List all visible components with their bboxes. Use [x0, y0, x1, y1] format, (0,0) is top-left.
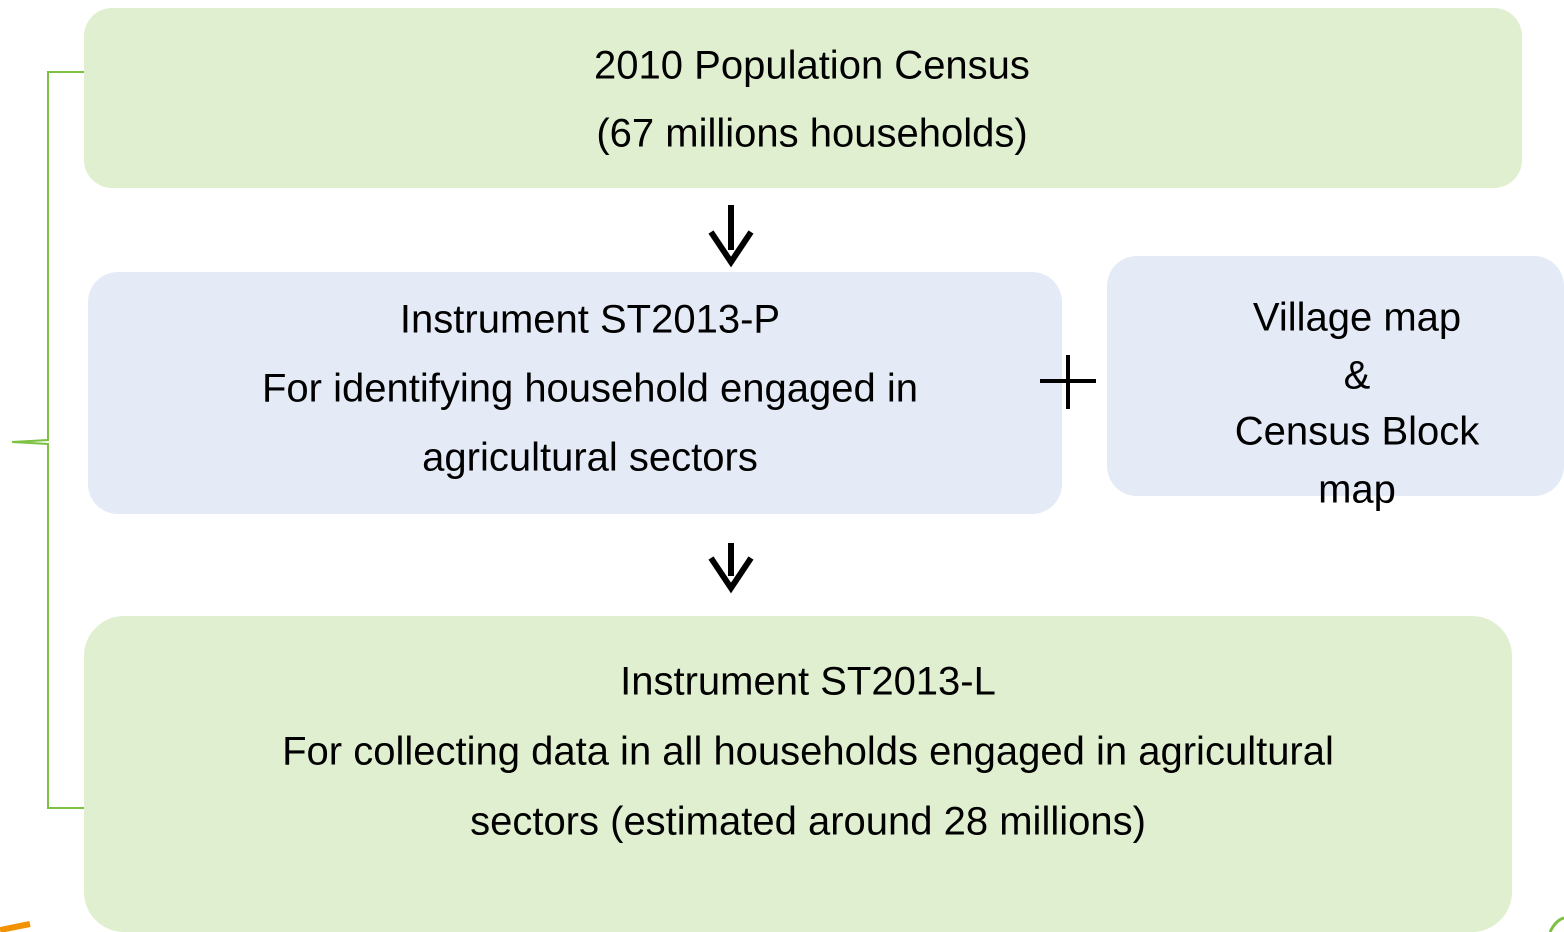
node-text: map: [1318, 468, 1396, 512]
node-text: (67 millions households): [596, 112, 1027, 156]
arrow: [708, 543, 754, 594]
corner-mark: [1548, 916, 1564, 932]
node-text: For collecting data in all households en…: [282, 730, 1334, 774]
map-box: [1107, 256, 1564, 496]
plus: [1040, 355, 1096, 409]
node-text: Census Block: [1235, 410, 1481, 454]
instrument-p-box: [88, 272, 1062, 514]
instrument-l-box: [84, 616, 1512, 932]
node-text: 2010 Population Census: [594, 44, 1030, 88]
brace: [11, 71, 84, 809]
corner-mark: [0, 921, 31, 932]
node-text: Instrument ST2013-L: [620, 660, 996, 704]
node-text: Instrument ST2013-P: [400, 298, 780, 342]
node-text: Village map: [1253, 296, 1461, 340]
node-text: sectors (estimated around 28 millions): [470, 800, 1146, 844]
node-text: agricultural sectors: [422, 436, 758, 480]
arrow: [708, 205, 754, 268]
node-text: &: [1344, 354, 1371, 398]
census-box: [84, 8, 1522, 188]
node-text: For identifying household engaged in: [262, 367, 918, 411]
